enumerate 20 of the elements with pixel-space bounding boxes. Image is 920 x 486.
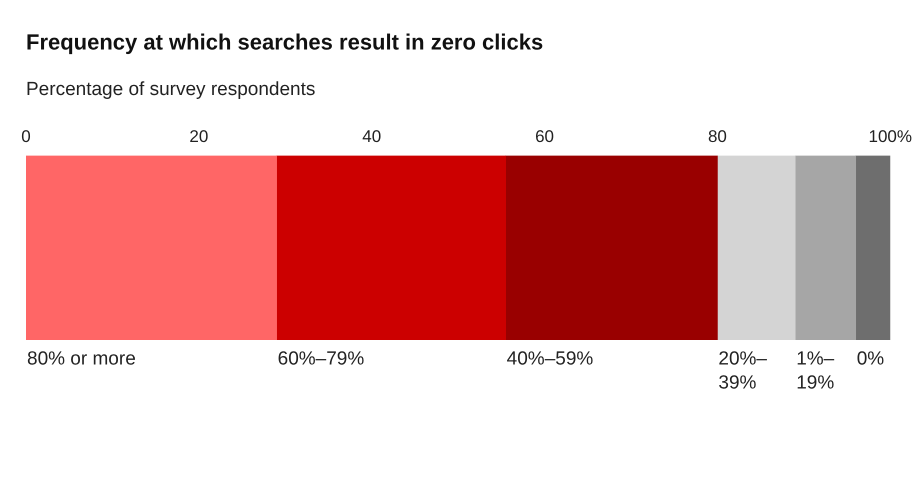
bar: [276, 156, 506, 340]
x-tick-label: 80: [708, 127, 727, 146]
series-label: 80% or more: [27, 348, 136, 370]
bar: [855, 156, 890, 340]
series-label: 0%: [856, 348, 884, 370]
bar: [717, 156, 796, 340]
series-label: 1%–19%: [796, 348, 835, 394]
series-label: 60%–79%: [278, 348, 364, 370]
chart-subtitle: Percentage of survey respondents: [26, 79, 316, 100]
chart-title: Frequency at which searches result in zero clicks: [26, 29, 544, 54]
bar: [794, 156, 856, 340]
x-tick-label: 40: [362, 127, 382, 146]
x-tick-label: 100%: [868, 127, 912, 146]
x-tick-label: 0: [21, 127, 31, 146]
series-label: 20%–39%: [718, 348, 768, 394]
bar: [26, 156, 277, 340]
x-tick-label: 60: [535, 127, 554, 146]
series-label: 40%–59%: [506, 348, 594, 370]
bar: [505, 156, 718, 340]
x-tick-label: 20: [189, 127, 208, 146]
